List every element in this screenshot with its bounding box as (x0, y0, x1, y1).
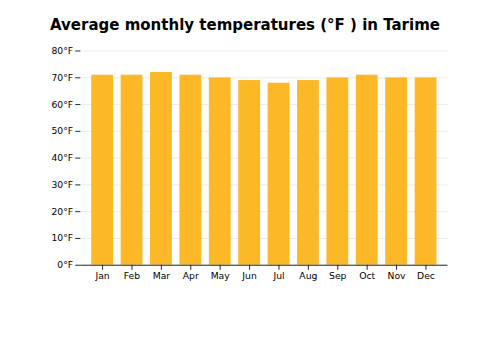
svg-text:40°F: 40°F (51, 152, 73, 163)
svg-text:Oct: Oct (359, 270, 375, 281)
svg-text:Aug: Aug (299, 270, 317, 281)
svg-text:60°F: 60°F (51, 99, 73, 110)
svg-text:Apr: Apr (183, 270, 199, 281)
svg-text:10°F: 10°F (51, 232, 73, 243)
html-text:Average monthly temperatures (: Average monthly temperatures (°F ) in Ta… (50, 16, 440, 34)
svg-text:20°F: 20°F (51, 206, 73, 217)
svg-text:Dec: Dec (417, 270, 435, 281)
svg-text:Jun: Jun (241, 270, 257, 281)
svg-text:50°F: 50°F (51, 125, 73, 136)
svg-text:80°F: 80°F (51, 45, 73, 56)
svg-text:30°F: 30°F (51, 179, 73, 190)
svg-text:Sep: Sep (329, 270, 347, 281)
svg-text:Nov: Nov (388, 270, 407, 281)
svg-text:70°F: 70°F (51, 72, 73, 83)
svg-text:Feb: Feb (124, 270, 140, 281)
svg-text:Jan: Jan (94, 270, 109, 281)
svg-text:Jul: Jul (272, 270, 284, 281)
svg-text:May: May (211, 270, 231, 281)
svg-text:Mar: Mar (153, 270, 171, 281)
svg-text:0°F: 0°F (57, 259, 73, 270)
